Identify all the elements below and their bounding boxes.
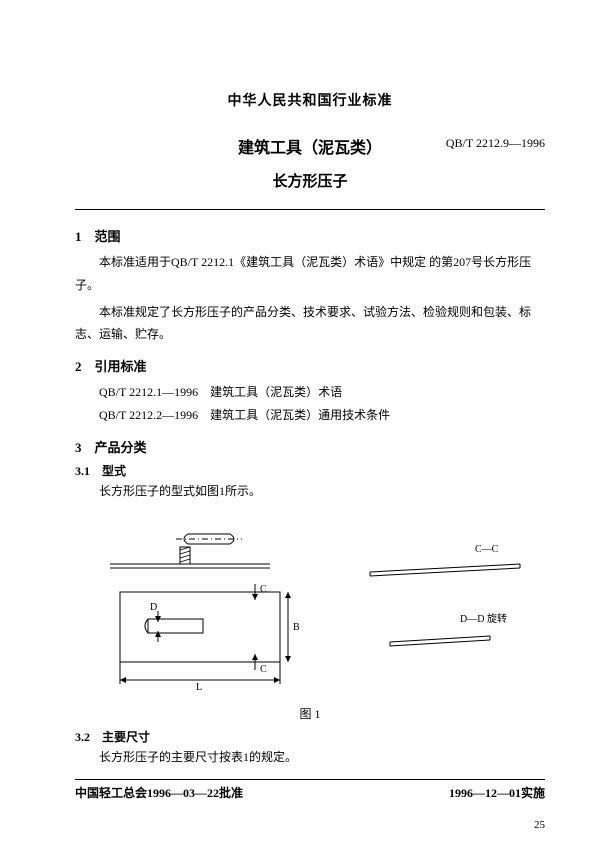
title-row: 建筑工具（泥瓦类） QB/T 2212.9—1996 (75, 134, 545, 158)
figure-1-svg: C C D B L (75, 522, 545, 697)
header-rule (75, 209, 545, 210)
fig-plan-view: C C D B L (120, 584, 300, 693)
fig-label-dd: D—D 旋转 (460, 612, 507, 625)
footer-rule (75, 779, 545, 780)
fig-label-cc: C—C (475, 544, 499, 555)
fig-label-b: B (293, 622, 300, 633)
page-container: 中华人民共和国行业标准 建筑工具（泥瓦类） QB/T 2212.9—1996 长… (0, 0, 600, 849)
main-title: 建筑工具（泥瓦类） (238, 134, 382, 158)
ref-1: QB/T 2212.1—1996 建筑工具（泥瓦类）术语 (99, 381, 545, 404)
sub-title: 长方形压子 (75, 170, 545, 191)
footer-left: 中国轻工总会1996—03—22批准 (75, 784, 243, 801)
section-2-head: 2 引用标准 (75, 356, 545, 375)
fig-label-l: L (196, 682, 202, 693)
footer-right: 1996—12—01实施 (449, 784, 545, 801)
section-1-head: 1 范围 (75, 226, 545, 245)
figure-1: C C D B L (75, 522, 545, 697)
page-number: 25 (534, 819, 545, 831)
section-1-p2: 本标准规定了长方形压子的产品分类、技术要求、试验方法、检验规则和包装、标志、运输… (75, 301, 545, 347)
section-1-p1: 本标准适用于QB/T 2212.1《建筑工具（泥瓦类）术语》中规定 的第207号… (75, 251, 545, 297)
footer-row: 中国轻工总会1996—03—22批准 1996—12—01实施 (75, 784, 545, 801)
section-3-1-body: 长方形压子的型式如图1所示。 (99, 481, 545, 503)
section-3-2-body: 长方形压子的主要尺寸按表1的规定。 (99, 747, 545, 769)
fig-label-c-bot: C (260, 664, 267, 675)
header-block: 中华人民共和国行业标准 建筑工具（泥瓦类） QB/T 2212.9—1996 长… (75, 90, 545, 191)
section-3-1-head: 3.1 型式 (75, 462, 545, 479)
ref-2: QB/T 2212.2—1996 建筑工具（泥瓦类）通用技术条件 (99, 404, 545, 427)
fig-side-view (110, 534, 270, 568)
figure-1-caption: 图 1 (75, 705, 545, 722)
standard-code: QB/T 2212.9—1996 (446, 136, 545, 151)
fig-label-c-top: C (260, 584, 267, 595)
section-3-head: 3 产品分类 (75, 437, 545, 456)
country-standard-label: 中华人民共和国行业标准 (75, 90, 545, 110)
fig-section-dd: D—D 旋转 (390, 612, 507, 646)
fig-section-cc: C—C (370, 544, 520, 576)
section-3-2-head: 3.2 主要尺寸 (75, 728, 545, 745)
fig-label-d-top: D (150, 602, 157, 613)
